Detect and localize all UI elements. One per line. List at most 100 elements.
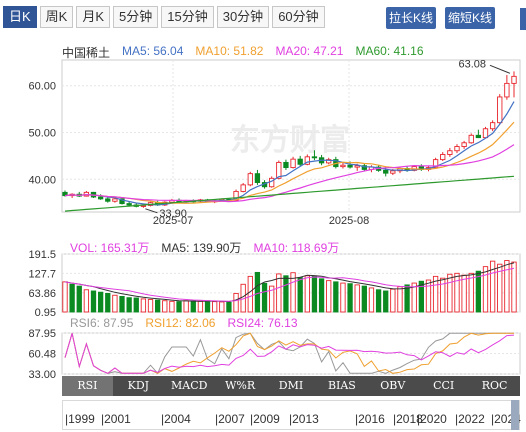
timeline-scrubber[interactable]: |1999 |2001 |2004 |2007 |2009 |2013 |2016 |2018… xyxy=(62,400,521,430)
min-label: 33.90 xyxy=(159,208,187,220)
timeline-handle[interactable] xyxy=(511,400,519,430)
candle-body xyxy=(340,164,346,168)
indicator-tab-wpctr[interactable]: W%R xyxy=(225,379,256,392)
candle-body xyxy=(233,190,239,201)
ma20-line xyxy=(64,144,515,203)
volume-bar xyxy=(511,261,517,313)
period-tab-6[interactable]: 60分钟 xyxy=(272,6,325,28)
volume-bar xyxy=(375,289,382,313)
volume-bar xyxy=(162,300,168,313)
volume-tick-label: 63.86 xyxy=(28,288,56,300)
indicator-tab-cci[interactable]: CCI xyxy=(433,379,455,392)
zoom-out-button[interactable]: 缩短K线 xyxy=(445,7,495,29)
candle-body xyxy=(97,196,104,200)
vol-ma5-legend: MA5: 139.90万 xyxy=(161,241,242,255)
candle-body xyxy=(497,96,503,124)
volume-bar xyxy=(169,300,175,313)
volume-bar xyxy=(254,271,261,313)
candle-body xyxy=(461,142,467,147)
candle-body xyxy=(390,170,396,174)
candle-body xyxy=(383,169,389,174)
timeline-label: |1999 xyxy=(65,412,95,426)
volume-bar xyxy=(247,275,253,313)
max-pointer xyxy=(489,64,511,74)
price-tick-label: 60.00 xyxy=(28,81,56,93)
indicator-tab-roc[interactable]: ROC xyxy=(481,379,508,392)
volume-bar xyxy=(269,285,275,313)
volume-legend: VOL: 165.31万 MA5: 139.90万 MA10: 118.69万 xyxy=(70,239,351,256)
volume-bar xyxy=(126,297,132,313)
candle-body xyxy=(511,75,517,84)
timeline-label: |2016 xyxy=(355,412,385,426)
volume-bar xyxy=(411,282,417,313)
ma10-line xyxy=(64,121,515,204)
volume-bar xyxy=(140,298,147,313)
volume-bar xyxy=(504,260,510,313)
period-tab-2[interactable]: 月K xyxy=(76,6,111,28)
volume-bar xyxy=(440,277,446,313)
indicator-tab-obv[interactable]: OBV xyxy=(380,379,406,392)
volume-tick-label: 0.95 xyxy=(35,307,56,319)
rsi12-legend: RSI12: 82.06 xyxy=(145,316,216,330)
volume-bar xyxy=(105,292,111,313)
indicator-tab-rsi[interactable]: RSI xyxy=(62,376,113,396)
price-tick-label: 40.00 xyxy=(28,174,56,186)
period-tab-0[interactable]: 日K xyxy=(3,6,37,28)
volume-bar xyxy=(368,287,375,313)
volume-bar xyxy=(290,272,296,313)
price-legend: 中国稀土 MA5: 56.04 MA10: 51.82 MA20: 47.21 … xyxy=(62,44,436,61)
volume-bar xyxy=(190,300,196,313)
volume-bar xyxy=(283,275,289,313)
indicator-tab-kdj[interactable]: KDJ xyxy=(127,379,150,392)
indicator-tab-dmi[interactable]: DMI xyxy=(278,379,304,392)
volume-bar xyxy=(276,273,282,313)
max-label: 63.08 xyxy=(458,58,486,70)
rsi-legend: RSI6: 87.95 RSI12: 82.06 RSI24: 76.13 xyxy=(70,316,310,330)
volume-bar xyxy=(155,299,161,313)
candle-body xyxy=(482,128,489,139)
indicator-tab-macd[interactable]: MACD xyxy=(171,379,208,392)
candle-body xyxy=(475,134,482,139)
volume-bar xyxy=(461,274,467,313)
candle-body xyxy=(326,159,332,164)
period-tab-3[interactable]: 5分钟 xyxy=(113,6,159,28)
ma60-legend: MA60: 41.16 xyxy=(355,44,424,58)
ma20-legend: MA20: 47.21 xyxy=(275,44,344,58)
volume-bar xyxy=(233,292,239,313)
period-tab-1[interactable]: 周K xyxy=(39,6,74,28)
min-pointer xyxy=(145,208,158,214)
candle-body xyxy=(489,122,496,130)
stock-name: 中国稀土 xyxy=(62,46,111,60)
volume-bar xyxy=(347,283,353,313)
date-tick-label: 2025-08 xyxy=(329,215,369,227)
period-tab-5[interactable]: 30分钟 xyxy=(216,6,270,28)
volume-bar xyxy=(69,283,75,313)
ma60-line xyxy=(64,175,515,212)
volume-bar xyxy=(425,279,432,313)
volume-bar xyxy=(489,260,496,313)
volume-bar xyxy=(119,296,125,313)
timeline-label: |2007 xyxy=(215,412,245,426)
date-tick-label: 2025-07 xyxy=(153,215,193,227)
watermark: 东方财富 xyxy=(230,123,350,157)
volume-bar xyxy=(90,290,97,313)
indicator-tab-bias[interactable]: BIAS xyxy=(327,379,356,392)
volume-bar xyxy=(354,284,360,313)
timeline-label: |2022 xyxy=(455,412,485,426)
candle-body xyxy=(283,161,289,169)
volume-ma10-line xyxy=(64,267,515,302)
volume-bar xyxy=(226,301,232,313)
volume-bar xyxy=(311,275,318,313)
volume-bar xyxy=(183,300,189,313)
candle-body xyxy=(447,150,453,155)
volume-bar xyxy=(133,297,139,313)
candle-body xyxy=(304,156,310,165)
side-panel-toggle[interactable] xyxy=(520,8,526,30)
candle-body xyxy=(504,82,510,98)
volume-bar xyxy=(212,301,218,313)
volume-bar xyxy=(475,270,482,313)
period-tab-4[interactable]: 15分钟 xyxy=(161,6,214,28)
volume-bar xyxy=(454,272,460,313)
zoom-in-button[interactable]: 拉长K线 xyxy=(386,7,436,29)
